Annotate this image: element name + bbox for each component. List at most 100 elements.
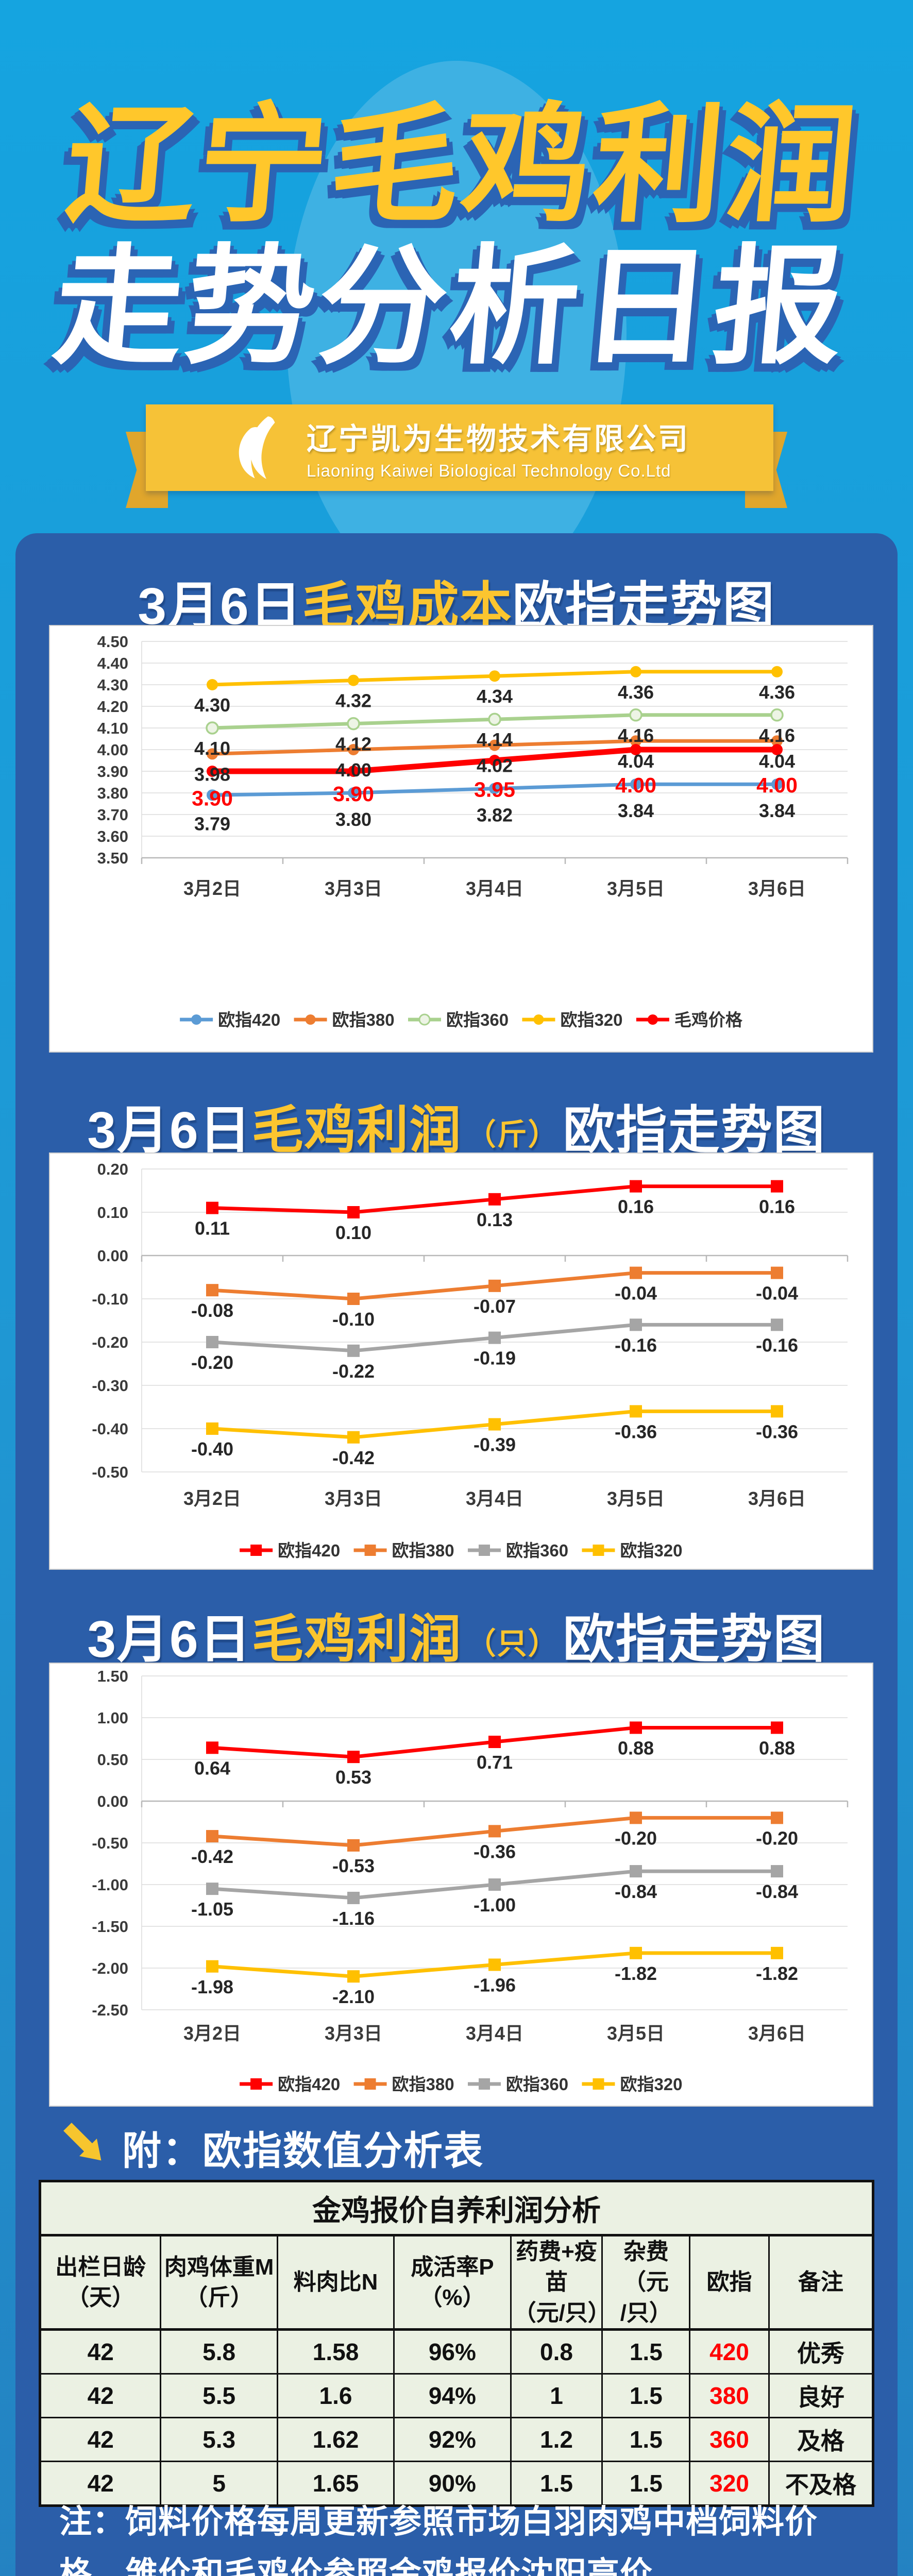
svg-text:-0.40: -0.40 [92, 1420, 128, 1438]
svg-text:4.04: 4.04 [759, 751, 795, 772]
svg-text:3.95: 3.95 [474, 778, 515, 802]
svg-text:4.00: 4.00 [97, 741, 128, 759]
svg-text:-0.08: -0.08 [191, 1300, 233, 1321]
svg-text:3月2日: 3月2日 [183, 2023, 241, 2044]
svg-text:0.53: 0.53 [335, 1767, 371, 1788]
table-cell: 320 [689, 2461, 770, 2507]
company-name-cn: 辽宁凯为生物技术有限公司 [306, 422, 690, 456]
table-row: 42 5.3 1.62 92% 1.2 1.5 360 及格 [39, 2417, 874, 2463]
table-header-cell: 肉鸡体重M （斤） [160, 2234, 278, 2331]
svg-text:4.14: 4.14 [477, 729, 513, 750]
arrow-down-right-icon [63, 2123, 102, 2161]
svg-text:-1.05: -1.05 [191, 1899, 233, 1920]
svg-text:-0.53: -0.53 [332, 1855, 375, 1876]
table-cell: 42 [39, 2417, 162, 2463]
svg-text:4.36: 4.36 [618, 682, 654, 703]
svg-text:3月2日: 3月2日 [183, 878, 241, 899]
line-chart-svg: 1.50 1.00 0.50 0.00 -0.50 -1.00 -1.50 -2.00 -2.5… [92, 1667, 849, 2094]
table-header-cell: 成活率P （%） [393, 2234, 512, 2331]
svg-text:-0.40: -0.40 [191, 1438, 233, 1460]
svg-text:-1.82: -1.82 [756, 1963, 798, 1984]
profit-per-jin-chart: 0.20 0.10 0.00 -0.10 -0.20 -0.30 -0.40 -0.50 3月2… [49, 1153, 873, 1570]
section2-suffix: 欧指走势图 [563, 1101, 826, 1159]
svg-text:-0.39: -0.39 [474, 1434, 516, 1455]
svg-text:3月6日: 3月6日 [748, 878, 806, 899]
svg-text:3.90: 3.90 [97, 762, 128, 781]
svg-text:3月3日: 3月3日 [325, 2023, 382, 2044]
table-cell: 1.62 [276, 2417, 395, 2463]
svg-text:3.79: 3.79 [194, 813, 230, 834]
table-header-cell: 药费+疫苗 （元/只） [510, 2234, 611, 2331]
table-cell: 42 [39, 2461, 162, 2507]
svg-text:-0.22: -0.22 [332, 1361, 375, 1382]
svg-text:0.11: 0.11 [195, 1218, 230, 1239]
svg-text:-0.50: -0.50 [92, 1463, 128, 1481]
svg-text:3月5日: 3月5日 [607, 878, 665, 899]
cost-index-chart: 4.50 4.40 4.30 4.20 4.10 4.00 3.90 3.80 3.70 3.60… [49, 625, 873, 1053]
svg-text:0.88: 0.88 [618, 1737, 654, 1758]
table-header-cell: 备注 [768, 2234, 874, 2331]
svg-text:4.00: 4.00 [615, 773, 656, 797]
svg-text:-2.10: -2.10 [332, 1986, 375, 2007]
svg-text:4.00: 4.00 [335, 759, 371, 781]
svg-text:3月4日: 3月4日 [466, 1488, 523, 1509]
table-row: 42 5 1.65 90% 1.5 1.5 320 不及格 [39, 2461, 874, 2507]
svg-text:-0.16: -0.16 [756, 1334, 798, 1355]
table-cell: 1.5 [601, 2417, 691, 2463]
kaiwei-logo-icon [239, 416, 275, 479]
main-title: 辽宁毛鸡利润 走势分析日报 [0, 93, 913, 379]
svg-text:3.90: 3.90 [192, 786, 233, 810]
svg-text:4.40: 4.40 [97, 654, 128, 672]
svg-text:-1.96: -1.96 [474, 1975, 516, 1996]
svg-text:4.30: 4.30 [97, 676, 128, 694]
svg-text:0.71: 0.71 [477, 1752, 513, 1773]
table-cell: 90% [393, 2461, 512, 2507]
svg-text:3月5日: 3月5日 [607, 2023, 665, 2044]
svg-text:-1.00: -1.00 [92, 1876, 128, 1894]
svg-text:0.10: 0.10 [97, 1204, 128, 1222]
svg-text:3.70: 3.70 [97, 806, 128, 824]
table-cell: 5 [160, 2461, 278, 2507]
table-row: 42 5.5 1.6 94% 1 1.5 380 良好 [39, 2373, 874, 2419]
profit-analysis-table: 金鸡报价自养利润分析 出栏日龄 （天） 肉鸡体重M （斤） 料肉比N 成活率P （%）药… [39, 2180, 874, 2507]
svg-text:0.16: 0.16 [618, 1196, 654, 1217]
svg-text:-0.10: -0.10 [332, 1309, 375, 1330]
company-name-block: 辽宁凯为生物技术有限公司 Liaoning Kaiwei Biological … [307, 415, 690, 481]
svg-text:-0.16: -0.16 [615, 1334, 657, 1355]
svg-text:欧指380: 欧指380 [332, 1010, 395, 1029]
svg-text:4.10: 4.10 [97, 719, 128, 737]
svg-text:4.36: 4.36 [759, 682, 795, 703]
table-header-cell: 出栏日龄 （天） [39, 2234, 162, 2331]
background-arch [286, 61, 627, 607]
svg-text:3月4日: 3月4日 [466, 2023, 523, 2044]
section3-prefix: 3月6日 [87, 1611, 252, 1668]
line-chart-svg: 4.504.404.304.204.104.003.903.803.703.60… [97, 633, 849, 1029]
svg-text:3月4日: 3月4日 [466, 878, 523, 899]
profit-per-bird-chart: 1.50 1.00 0.50 0.00 -0.50 -1.00 -1.50 -2.00 -2.5… [49, 1663, 873, 2107]
svg-text:3.80: 3.80 [97, 784, 128, 802]
table-row: 42 5.8 1.58 96% 0.8 1.5 420 优秀 [39, 2329, 874, 2375]
svg-text:欧指360: 欧指360 [446, 1010, 509, 1029]
table-cell: 优秀 [768, 2329, 874, 2375]
main-title-line2: 走势分析日报 [48, 235, 853, 379]
svg-text:3月6日: 3月6日 [748, 1488, 806, 1509]
svg-text:-0.20: -0.20 [756, 1827, 798, 1849]
svg-text:欧指360: 欧指360 [506, 1541, 568, 1560]
svg-text:3.80: 3.80 [335, 809, 371, 830]
svg-text:0.88: 0.88 [759, 1737, 795, 1758]
svg-text:-0.84: -0.84 [756, 1881, 798, 1902]
svg-text:4.34: 4.34 [477, 686, 513, 707]
svg-text:0.10: 0.10 [335, 1222, 371, 1243]
table-cell: 1.58 [276, 2329, 395, 2375]
table-cell: 1 [510, 2373, 603, 2419]
svg-text:4.16: 4.16 [759, 725, 795, 746]
appendix-header: 附：欧指数值分析表 [59, 2119, 484, 2176]
svg-text:3月3日: 3月3日 [325, 1488, 382, 1509]
svg-text:-1.16: -1.16 [332, 1908, 375, 1929]
svg-text:3.60: 3.60 [97, 827, 128, 845]
svg-text:欧指360: 欧指360 [506, 2075, 568, 2094]
svg-text:-2.50: -2.50 [92, 2001, 128, 2019]
table-cell: 420 [689, 2329, 770, 2375]
section3-paren: （只） [466, 1627, 559, 1661]
